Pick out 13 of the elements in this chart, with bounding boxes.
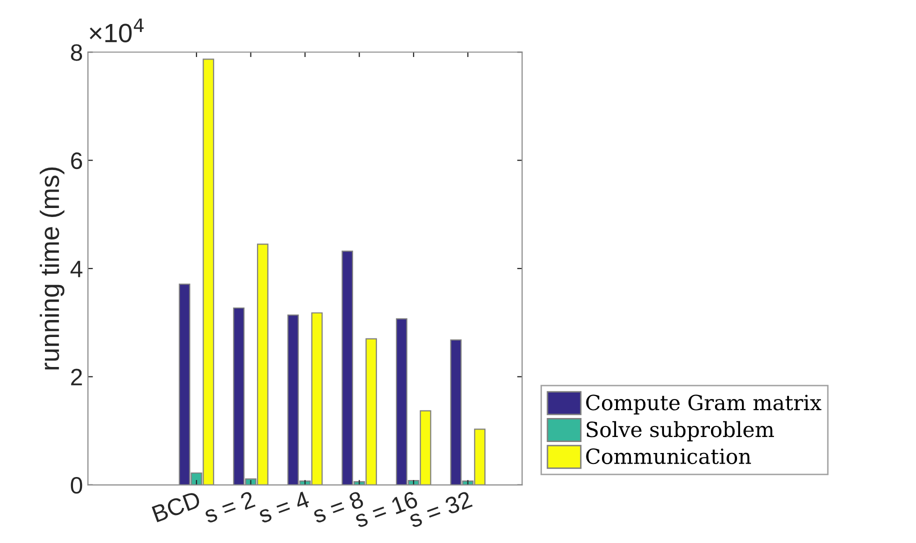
y-tick-label: 2 <box>71 368 82 386</box>
y-tick-label: 4 <box>70 260 82 278</box>
x-tick-label: BCD <box>152 490 202 522</box>
y-tick-label: 8 <box>70 44 82 61</box>
legend-label: Compute Gram matrix <box>586 394 822 414</box>
legend-label: Communication <box>586 448 751 464</box>
x-tick-label: s = 2 <box>202 490 256 524</box>
y-axis-title: running time (ms) <box>40 167 64 370</box>
text: ×10$^{4}$ <box>90 18 144 42</box>
y-tick-label: 0 <box>70 476 82 494</box>
x-tick-label: s = 4 <box>257 490 310 524</box>
legend-label: Solve subproblem <box>586 421 774 442</box>
y-tick-label: 6 <box>71 152 82 170</box>
